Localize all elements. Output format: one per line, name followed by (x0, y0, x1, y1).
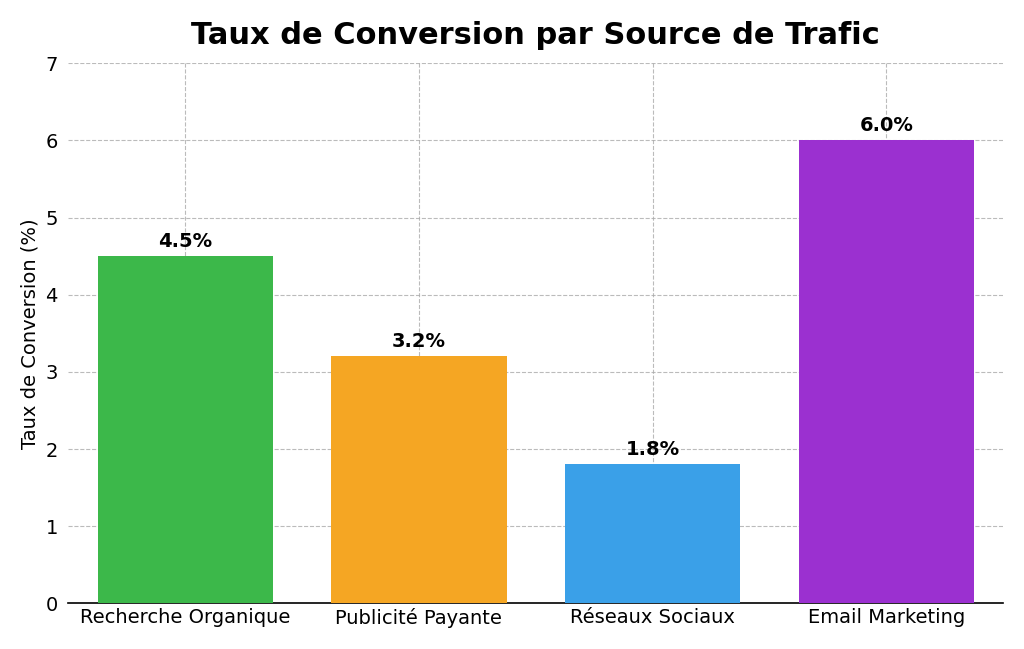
Bar (97, 256, 272, 604)
Text: 3.2%: 3.2% (392, 332, 445, 351)
Bar (331, 356, 507, 604)
Y-axis label: Taux de Conversion (%): Taux de Conversion (%) (20, 218, 40, 448)
Title: Taux de Conversion par Source de Trafic: Taux de Conversion par Source de Trafic (191, 21, 880, 50)
Text: 1.8%: 1.8% (626, 440, 680, 459)
Bar (799, 140, 974, 604)
Bar (565, 465, 740, 604)
Text: 4.5%: 4.5% (158, 232, 212, 251)
Text: 6.0%: 6.0% (859, 116, 913, 135)
